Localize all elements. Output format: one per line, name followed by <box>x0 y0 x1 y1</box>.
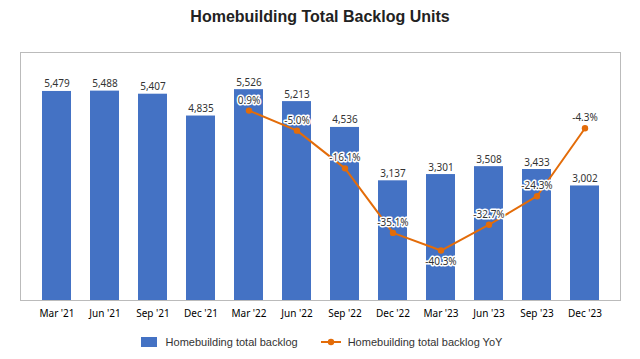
svg-text:Mar '23: Mar '23 <box>423 306 458 320</box>
svg-text:Dec '21: Dec '21 <box>184 306 218 320</box>
svg-text:5,488: 5,488 <box>92 76 118 90</box>
svg-text:-35.1%: -35.1% <box>377 215 408 229</box>
svg-text:3,508: 3,508 <box>476 152 502 166</box>
svg-text:3,137: 3,137 <box>380 166 406 180</box>
svg-text:5,407: 5,407 <box>140 79 166 93</box>
svg-text:Sep '23: Sep '23 <box>520 306 554 320</box>
svg-text:5,479: 5,479 <box>44 76 70 90</box>
svg-text:Sep '21: Sep '21 <box>136 306 170 320</box>
svg-text:-16.1%: -16.1% <box>329 150 360 164</box>
svg-text:Dec '23: Dec '23 <box>568 306 602 320</box>
html-text:Homebuilding total backlog: Homebuilding total backlog <box>165 336 298 348</box>
svg-text:-24.3%: -24.3% <box>521 178 552 192</box>
html-text:Homebuilding total backlog YoY: Homebuilding total backlog YoY <box>347 336 503 348</box>
svg-text:-4.3%: -4.3% <box>572 110 598 124</box>
svg-text:Mar '21: Mar '21 <box>39 306 74 320</box>
svg-text:Sep '22: Sep '22 <box>328 306 362 320</box>
svg-text:5,213: 5,213 <box>284 87 310 101</box>
svg-text:-5.0%: -5.0% <box>284 113 310 127</box>
svg-text:5,526: 5,526 <box>236 75 262 89</box>
svg-text:Jun '22: Jun '22 <box>280 306 313 320</box>
svg-text:3,301: 3,301 <box>428 160 454 174</box>
svg-text:Mar '22: Mar '22 <box>231 306 266 320</box>
svg-text:-40.3%: -40.3% <box>425 254 456 268</box>
svg-text:3,002: 3,002 <box>572 171 598 185</box>
svg-text:Jun '23: Jun '23 <box>472 306 505 320</box>
svg-text:3,433: 3,433 <box>524 155 550 169</box>
svg-text:4,536: 4,536 <box>332 112 358 126</box>
svg-text:4,835: 4,835 <box>188 101 214 115</box>
svg-text:-32.7%: -32.7% <box>473 207 504 221</box>
svg-text:Jun '21: Jun '21 <box>88 306 120 320</box>
svg-text:0.9%: 0.9% <box>238 93 260 107</box>
svg-text:Dec '22: Dec '22 <box>376 306 410 320</box>
html-text:Homebuilding Total Backlog Uni: Homebuilding Total Backlog Units <box>190 8 450 25</box>
